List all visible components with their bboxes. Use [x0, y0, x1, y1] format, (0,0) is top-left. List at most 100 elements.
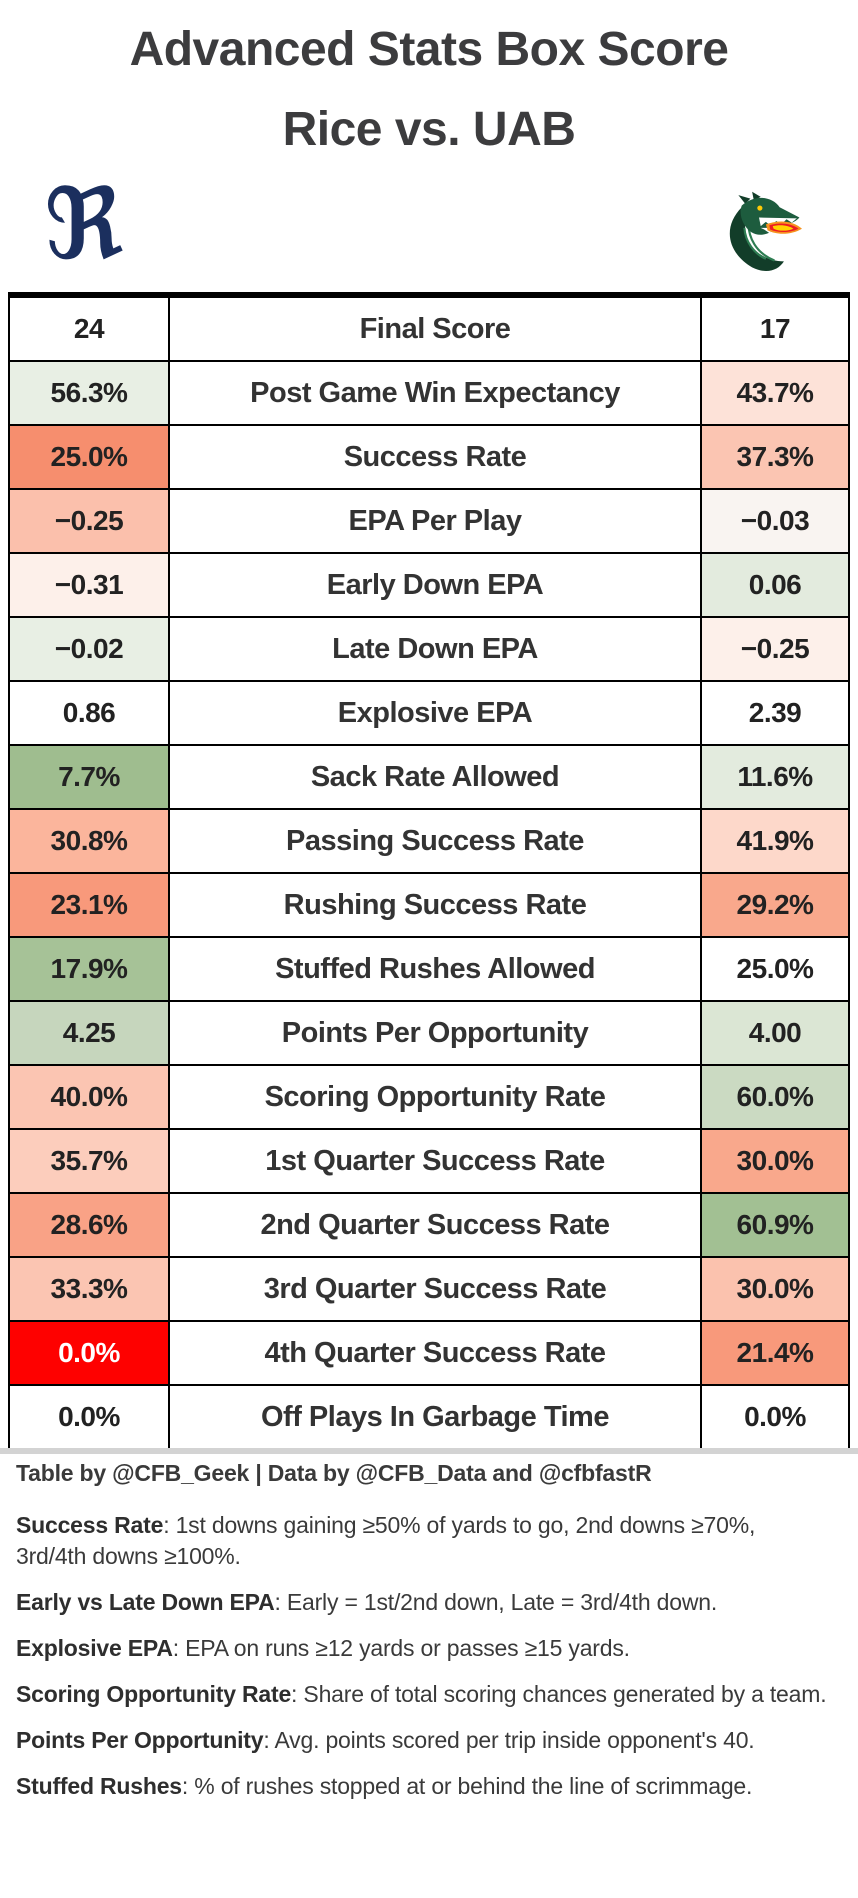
stat-name-cell: Late Down EPA [332, 632, 538, 665]
table-row: 0.86 Explosive EPA 2.39 [10, 682, 848, 746]
uab-value-cell: 41.9% [700, 810, 848, 872]
rice-value-cell: −0.31 [10, 554, 170, 616]
footnote-text: : 1st downs gaining ≥50% of yards to go,… [16, 1512, 756, 1569]
uab-value-cell: −0.25 [700, 618, 848, 680]
rice-value-cell: 25.0% [10, 426, 170, 488]
uab-value-cell: 37.3% [700, 426, 848, 488]
table-row: 24 Final Score 17 [10, 298, 848, 362]
footnote-term: Stuffed Rushes [16, 1773, 182, 1799]
rice-value-cell: 40.0% [10, 1066, 170, 1128]
table-row: −0.02 Late Down EPA −0.25 [10, 618, 848, 682]
rice-value-cell: −0.25 [10, 490, 170, 552]
rice-value-cell: 24 [10, 298, 170, 360]
footnote-text: : Avg. points scored per trip inside opp… [263, 1727, 755, 1753]
rice-value-cell: 56.3% [10, 362, 170, 424]
uab-value-cell: 21.4% [700, 1322, 848, 1384]
table-row: −0.31 Early Down EPA 0.06 [10, 554, 848, 618]
rice-value-cell: 0.0% [10, 1386, 170, 1448]
footnote-item: Scoring Opportunity Rate: Share of total… [16, 1679, 828, 1710]
stat-name-cell: Final Score [359, 312, 511, 345]
stat-name-cell: EPA Per Play [348, 504, 522, 537]
rice-value-cell: 28.6% [10, 1194, 170, 1256]
table-row: 33.3% 3rd Quarter Success Rate 30.0% [10, 1258, 848, 1322]
stat-name-cell: 4th Quarter Success Rate [264, 1336, 606, 1369]
uab-value-cell: 43.7% [700, 362, 848, 424]
stat-name-cell: Explosive EPA [337, 696, 533, 729]
rice-blackletter-r-logo: ℜ [44, 167, 124, 282]
uab-value-cell: 30.0% [700, 1130, 848, 1192]
table-row: 23.1% Rushing Success Rate 29.2% [10, 874, 848, 938]
rice-value-cell: −0.02 [10, 618, 170, 680]
footnote-item: Success Rate: 1st downs gaining ≥50% of … [16, 1510, 828, 1572]
rice-value-cell: 17.9% [10, 938, 170, 1000]
uab-value-cell: 11.6% [700, 746, 848, 808]
stat-name-cell: Scoring Opportunity Rate [264, 1080, 606, 1113]
uab-value-cell: 4.00 [700, 1002, 848, 1064]
footnote-item: Explosive EPA: EPA on runs ≥12 yards or … [16, 1633, 828, 1664]
stat-name-cell: 1st Quarter Success Rate [265, 1144, 605, 1177]
footnote-text: : EPA on runs ≥12 yards or passes ≥15 ya… [172, 1635, 630, 1661]
table-row: 56.3% Post Game Win Expectancy 43.7% [10, 362, 848, 426]
footnote-item: Points Per Opportunity: Avg. points scor… [16, 1725, 828, 1756]
footnote-term: Early vs Late Down EPA [16, 1589, 275, 1615]
footnote-item: Stuffed Rushes: % of rushes stopped at o… [16, 1771, 828, 1802]
rice-value-cell: 23.1% [10, 874, 170, 936]
footnote-item: Early vs Late Down EPA: Early = 1st/2nd … [16, 1587, 828, 1618]
table-row: 25.0% Success Rate 37.3% [10, 426, 848, 490]
uab-value-cell: −0.03 [700, 490, 848, 552]
uab-value-cell: 25.0% [700, 938, 848, 1000]
table-row: 35.7% 1st Quarter Success Rate 30.0% [10, 1130, 848, 1194]
footnote-text: : Early = 1st/2nd down, Late = 3rd/4th d… [274, 1589, 718, 1615]
table-row: −0.25 EPA Per Play −0.03 [10, 490, 848, 554]
footnote-text: : Share of total scoring chances generat… [291, 1681, 827, 1707]
footnote-term: Explosive EPA [16, 1635, 173, 1661]
stat-name-cell: Success Rate [343, 440, 527, 473]
stat-name-cell: Early Down EPA [326, 568, 544, 601]
footnotes: Table by @CFB_Geek | Data by @CFB_Data a… [16, 1458, 828, 1817]
uab-dragon-logo [729, 191, 802, 272]
table-row: 40.0% Scoring Opportunity Rate 60.0% [10, 1066, 848, 1130]
page-subtitle: Rice vs. UAB [282, 103, 576, 156]
table-row: 17.9% Stuffed Rushes Allowed 25.0% [10, 938, 848, 1002]
table-row: 0.0% Off Plays In Garbage Time 0.0% [10, 1386, 848, 1448]
footnote-term: Points Per Opportunity [16, 1727, 264, 1753]
stat-name-cell: Sack Rate Allowed [310, 760, 560, 793]
rice-value-cell: 0.86 [10, 682, 170, 744]
table-row: 7.7% Sack Rate Allowed 11.6% [10, 746, 848, 810]
rice-value-cell: 4.25 [10, 1002, 170, 1064]
uab-value-cell: 0.0% [700, 1386, 848, 1448]
uab-value-cell: 60.0% [700, 1066, 848, 1128]
rice-value-cell: 0.0% [10, 1322, 170, 1384]
stat-name-cell: Off Plays In Garbage Time [261, 1400, 609, 1433]
table-row: 30.8% Passing Success Rate 41.9% [10, 810, 848, 874]
page-title: Advanced Stats Box Score [129, 23, 729, 76]
uab-value-cell: 2.39 [700, 682, 848, 744]
rice-value-cell: 33.3% [10, 1258, 170, 1320]
rice-value-cell: 7.7% [10, 746, 170, 808]
uab-value-cell: 17 [700, 298, 848, 360]
table-row: 4.25 Points Per Opportunity 4.00 [10, 1002, 848, 1066]
rice-value-cell: 35.7% [10, 1130, 170, 1192]
footnote-list: Success Rate: 1st downs gaining ≥50% of … [16, 1510, 828, 1802]
stats-table-rows: 24 Final Score 17 56.3% Post Game Win Ex… [10, 298, 848, 1448]
footnote-text: : % of rushes stopped at or behind the l… [181, 1773, 753, 1799]
uab-value-cell: 60.9% [700, 1194, 848, 1256]
stat-name-cell: Stuffed Rushes Allowed [275, 952, 595, 985]
footnote-term: Scoring Opportunity Rate [16, 1681, 292, 1707]
uab-value-cell: 30.0% [700, 1258, 848, 1320]
table-bottom-rule [0, 1448, 858, 1454]
rice-value-cell: 30.8% [10, 810, 170, 872]
stat-name-cell: Post Game Win Expectancy [250, 376, 620, 409]
stat-name-cell: Rushing Success Rate [283, 888, 587, 921]
stat-name-cell: 2nd Quarter Success Rate [260, 1208, 610, 1241]
table-row: 0.0% 4th Quarter Success Rate 21.4% [10, 1322, 848, 1386]
stat-name-cell: Points Per Opportunity [281, 1016, 589, 1049]
footnote-term: Success Rate [16, 1512, 164, 1538]
stat-name-cell: 3rd Quarter Success Rate [263, 1272, 607, 1305]
uab-value-cell: 29.2% [700, 874, 848, 936]
stats-table: 24 Final Score 17 56.3% Post Game Win Ex… [8, 292, 850, 1448]
credit-line: Table by @CFB_Geek | Data by @CFB_Data a… [16, 1460, 652, 1486]
stat-name-cell: Passing Success Rate [286, 824, 584, 857]
uab-value-cell: 0.06 [700, 554, 848, 616]
table-row: 28.6% 2nd Quarter Success Rate 60.9% [10, 1194, 848, 1258]
